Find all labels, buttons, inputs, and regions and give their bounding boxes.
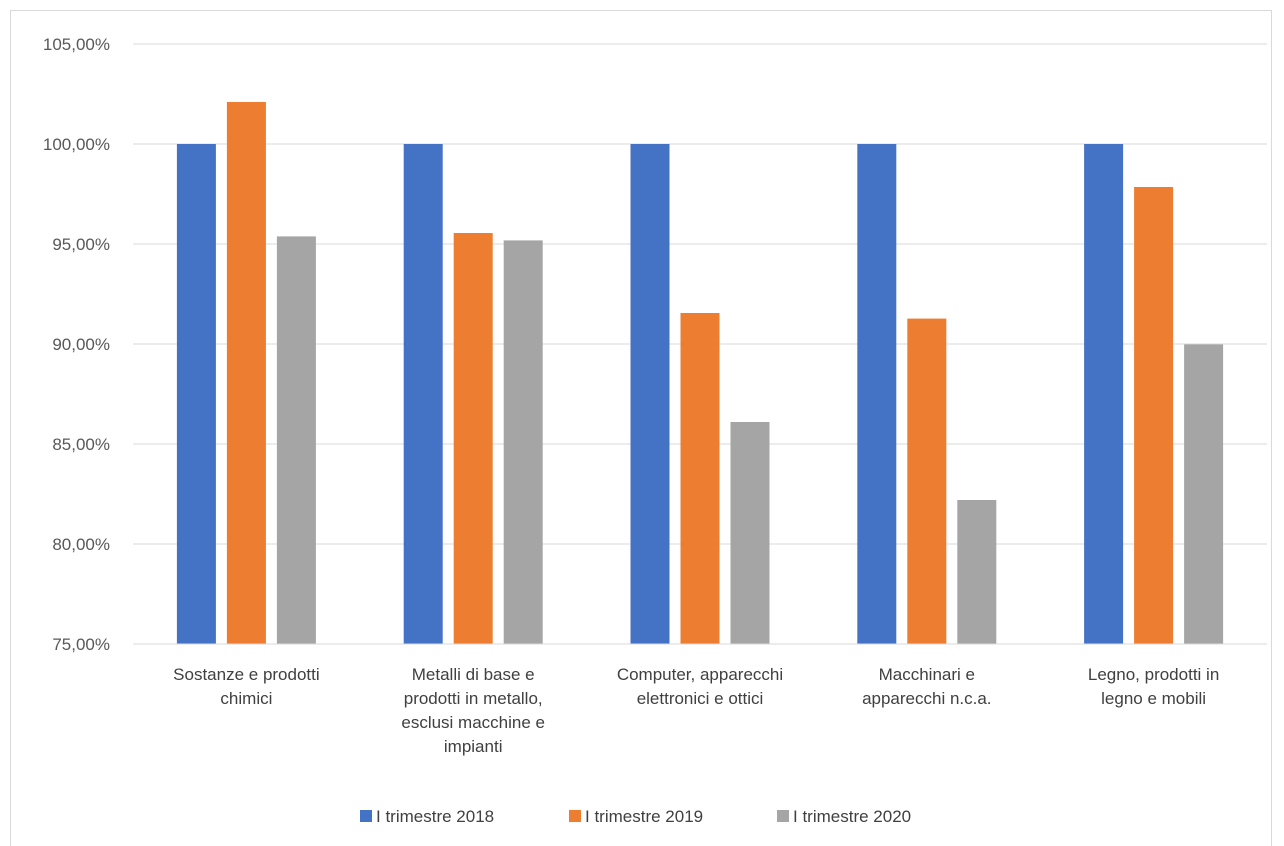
y-tick-label: 85,00% — [52, 435, 110, 454]
y-tick-label: 80,00% — [52, 535, 110, 554]
x-axis-category-labels: Sostanze e prodotti chimici Metalli di bas… — [173, 665, 1219, 756]
x-category-label-line: apparecchi n.c.a. — [862, 689, 991, 708]
bar-2020-cat-1 — [276, 236, 316, 644]
bar-2020-cat-4 — [957, 500, 997, 644]
bar-2019-cat-2 — [453, 233, 493, 644]
chart-frame — [10, 10, 1272, 846]
bars — [176, 102, 1224, 644]
x-category-label-line: legno e mobili — [1101, 689, 1206, 708]
legend-swatch-2018 — [360, 810, 372, 822]
legend-swatch-2019 — [569, 810, 581, 822]
y-tick-label: 105,00% — [43, 35, 110, 54]
legend-label-2018: I trimestre 2018 — [376, 807, 494, 826]
x-category-label-line: esclusi macchine e — [401, 713, 545, 732]
y-axis-ticks: 75,00% 80,00% 85,00% 90,00% 95,00% 100,00% 105… — [43, 35, 110, 654]
x-category-label-line: elettronici e ottici — [637, 689, 764, 708]
x-category-label: Metalli di base e prodotti in metallo, esc… — [401, 665, 545, 756]
x-category-label: Sostanze e prodotti chimici — [173, 665, 319, 708]
x-category-label-line: Macchinari e — [879, 665, 975, 684]
bar-2018-cat-3 — [630, 144, 670, 644]
y-tick-label: 100,00% — [43, 135, 110, 154]
bar-2018-cat-1 — [176, 144, 216, 644]
x-category-label: Macchinari e apparecchi n.c.a. — [862, 665, 991, 708]
bar-2020-cat-5 — [1184, 344, 1224, 644]
x-category-label-line: chimici — [220, 689, 272, 708]
bar-2019-cat-5 — [1134, 187, 1174, 644]
x-category-label-line: impianti — [444, 737, 503, 756]
x-category-label-line: Metalli di base e — [412, 665, 535, 684]
x-category-label-line: Sostanze e prodotti — [173, 665, 319, 684]
x-category-label: Legno, prodotti in legno e mobili — [1088, 665, 1219, 708]
legend-swatch-2020 — [777, 810, 789, 822]
bar-2018-cat-5 — [1084, 144, 1124, 644]
bar-2018-cat-4 — [857, 144, 897, 644]
bar-2020-cat-2 — [503, 240, 543, 644]
bar-2019-cat-3 — [680, 313, 720, 644]
y-tick-label: 90,00% — [52, 335, 110, 354]
x-category-label-line: prodotti in metallo, — [404, 689, 543, 708]
bar-2019-cat-4 — [907, 318, 947, 644]
y-tick-label: 95,00% — [52, 235, 110, 254]
x-category-label: Computer, apparecchi elettronici e ottici — [617, 665, 783, 708]
bar-2020-cat-3 — [730, 422, 770, 644]
legend: I trimestre 2018 I trimestre 2019 I trimes… — [360, 807, 911, 826]
bar-2019-cat-1 — [226, 102, 266, 644]
y-tick-label: 75,00% — [52, 635, 110, 654]
x-category-label-line: Computer, apparecchi — [617, 665, 783, 684]
bar-2018-cat-2 — [403, 144, 443, 644]
legend-label-2019: I trimestre 2019 — [585, 807, 703, 826]
x-category-label-line: Legno, prodotti in — [1088, 665, 1219, 684]
legend-label-2020: I trimestre 2020 — [793, 807, 911, 826]
